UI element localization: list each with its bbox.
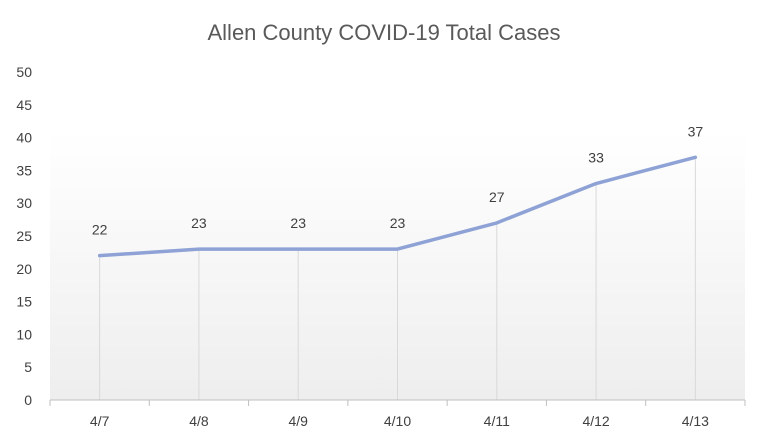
y-tick-label: 20	[16, 261, 32, 277]
y-tick-label: 50	[16, 64, 32, 80]
x-tick-label: 4/10	[384, 413, 411, 429]
x-tick-label: 4/13	[682, 413, 709, 429]
data-label: 37	[688, 123, 704, 139]
y-tick-label: 10	[16, 326, 32, 342]
y-tick-label: 30	[16, 195, 32, 211]
x-axis-tick-marks	[49, 400, 746, 406]
y-tick-label: 35	[16, 162, 32, 178]
y-tick-label: 25	[16, 228, 32, 244]
x-tick-label: 4/12	[582, 413, 609, 429]
x-tick-label: 4/7	[90, 413, 110, 429]
y-tick-label: 0	[24, 392, 32, 408]
data-label: 22	[92, 222, 108, 238]
x-axis: 4/7 4/8 4/9 4/10 4/11 4/12 4/13	[90, 413, 709, 429]
data-label: 33	[588, 150, 604, 166]
data-label: 23	[390, 215, 406, 231]
x-tick-label: 4/8	[189, 413, 209, 429]
drop-lines	[99, 157, 696, 400]
y-tick-label: 5	[24, 359, 32, 375]
y-tick-label: 45	[16, 97, 32, 113]
series-line	[97, 155, 698, 258]
data-label: 27	[489, 189, 505, 205]
y-tick-label: 40	[16, 130, 32, 146]
chart-title: Allen County COVID-19 Total Cases	[207, 20, 561, 45]
x-tick-label: 4/9	[288, 413, 308, 429]
y-axis: 0 5 10 15 20 25 30 35 40 45 50	[16, 64, 32, 408]
data-label: 23	[290, 215, 306, 231]
x-tick-label: 4/11	[484, 413, 510, 429]
data-label: 23	[191, 215, 207, 231]
y-tick-label: 15	[16, 294, 32, 310]
data-labels: 22 23 23 23 27 33 37	[92, 123, 704, 237]
